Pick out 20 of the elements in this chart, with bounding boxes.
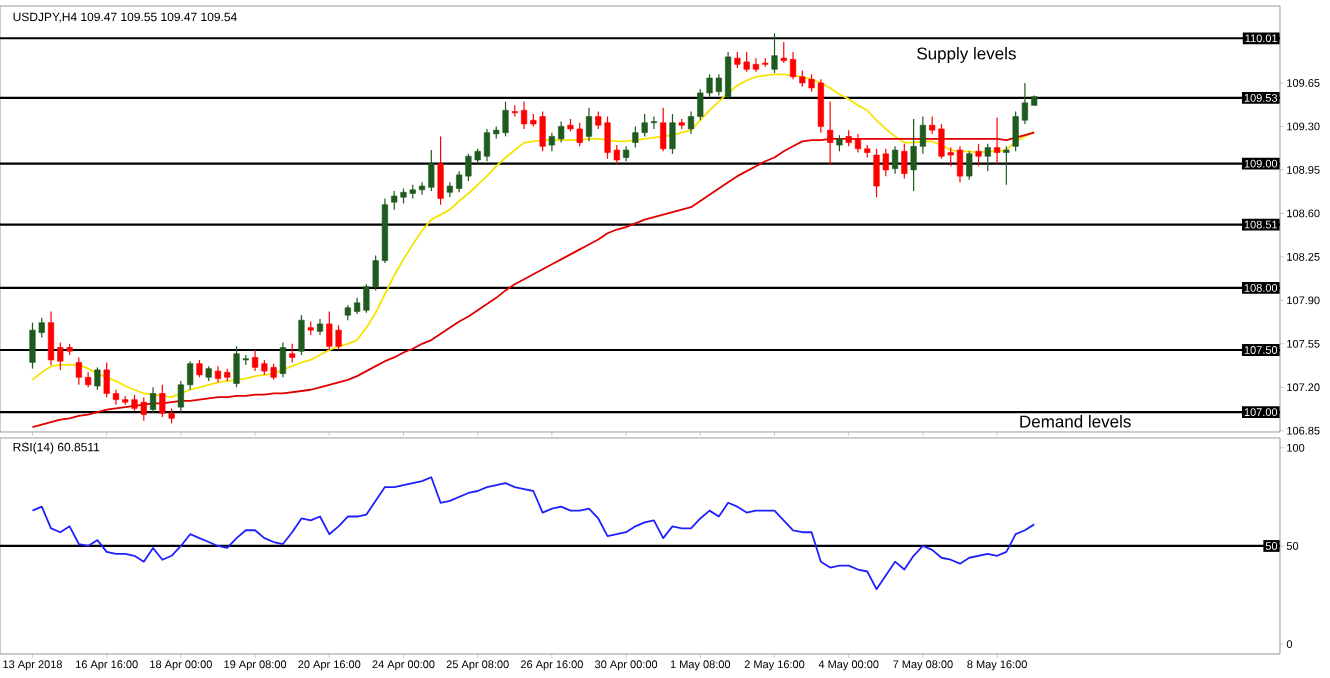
candlestick [994, 117, 1001, 165]
candlestick [984, 143, 991, 172]
annotation: Demand levels [1020, 415, 1131, 428]
candlestick [437, 135, 444, 206]
candlestick [1003, 145, 1010, 186]
candlestick [771, 32, 778, 74]
candlestick [975, 143, 982, 167]
candlestick [289, 343, 296, 364]
candlestick [149, 386, 157, 414]
candlestick [660, 107, 667, 152]
candlestick [966, 150, 973, 181]
candlestick [901, 143, 908, 180]
candlestick [94, 366, 101, 391]
candlestick [585, 107, 593, 142]
candlestick [298, 314, 305, 356]
candlestick [669, 113, 676, 155]
candlestick [279, 341, 286, 378]
candlestick [827, 101, 834, 166]
candlestick [891, 145, 899, 175]
annotation: Supply levels [917, 47, 1016, 63]
